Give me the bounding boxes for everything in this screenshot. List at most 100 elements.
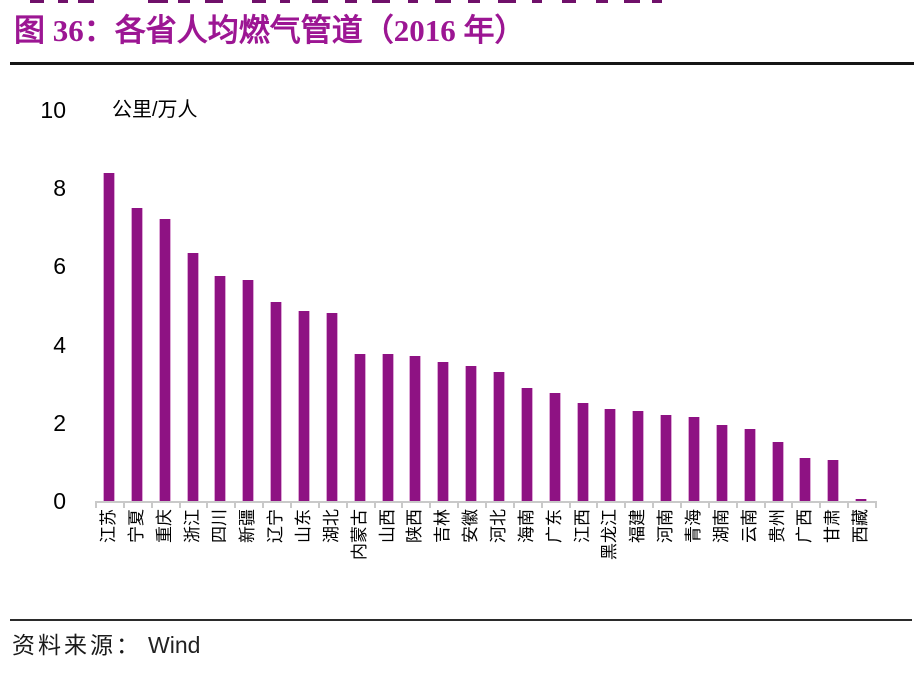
x-axis-label-text: 黑龙江 [600,509,620,560]
bar [827,460,840,501]
x-axis-label-text: 湖北 [321,509,341,543]
cropped-text-fragment [498,0,516,3]
y-axis-unit-label: 公里/万人 [112,99,198,121]
x-axis-label-text: 贵州 [767,509,787,543]
x-axis-tick [318,501,320,508]
x-axis-label-text: 重庆 [154,509,174,543]
bar [158,219,171,501]
x-axis-tick [374,501,376,508]
bar [520,388,533,501]
x-axis-tick [401,501,403,508]
x-axis-tick [569,501,571,508]
x-axis-tick [457,501,459,508]
cropped-text-fragment [312,0,328,3]
source-line: 资料来源： Wind [12,628,200,663]
x-axis-label-text: 吉林 [433,509,453,543]
cropped-text-fragment [468,0,480,3]
bar [492,372,505,501]
cropped-text-fragment [178,0,190,3]
bar [270,302,283,501]
footer-divider [10,619,912,621]
x-axis-tick [262,501,264,508]
x-axis-tick [206,501,208,508]
x-axis-tick [95,501,97,508]
bar [660,415,673,501]
x-axis-label-text: 安徽 [461,509,481,543]
bar [102,173,115,501]
x-axis-tick [875,501,877,508]
x-axis-tick [123,501,125,508]
bar [687,417,700,501]
x-axis-label-text: 四川 [210,509,230,543]
x-axis-label-text: 江西 [572,509,592,543]
x-axis-label-text: 海南 [516,509,536,543]
cropped-text-fragment [205,0,223,3]
x-axis-tick [652,501,654,508]
x-axis-label-text: 河北 [488,509,508,543]
x-axis-tick [429,501,431,508]
x-axis-tick [179,501,181,508]
cropped-text-fragment [532,0,542,3]
bar [353,354,366,501]
cropped-text-fragment [30,0,44,3]
bar [214,276,227,501]
source-value: Wind [148,632,201,658]
x-axis-label-text: 广西 [795,509,815,543]
y-axis-tick-label: 6 [53,253,66,280]
x-axis-label-text: 西藏 [851,509,871,543]
x-axis-label-text: 青海 [683,509,703,543]
cropped-text-fragment [252,0,266,3]
x-axis-tick [596,501,598,508]
cropped-text-fragment [562,0,576,3]
bar [855,499,868,501]
x-axis-label-text: 福建 [628,509,648,543]
bar [437,362,450,501]
x-axis-tick [847,501,849,508]
bar [465,366,478,501]
x-axis-label-text: 内蒙古 [349,509,369,560]
x-axis-label-text: 新疆 [238,509,258,543]
y-axis-tick-label: 10 [40,97,66,123]
bar [743,429,756,501]
x-axis-tick [764,501,766,508]
x-axis-label-text: 甘肃 [823,509,843,543]
bar [186,253,199,501]
x-axis-tick [485,501,487,508]
x-axis-tick [234,501,236,508]
cropped-text-fragment [372,0,390,3]
y-axis-tick-label: 2 [53,409,66,436]
figure-title: 图 36：各省人均燃气管道（2016 年） [14,13,526,48]
y-axis-tick-label: 0 [53,488,66,514]
bar [325,313,338,501]
cropped-text-fragment [596,0,608,3]
x-axis-label-text: 广东 [544,509,564,543]
x-axis-label-text: 河南 [656,509,676,543]
cropped-text-fragment [408,0,418,3]
bar [381,354,394,501]
x-axis-tick [290,501,292,508]
x-axis-tick [513,501,515,508]
cropped-text-fragment [624,0,640,3]
x-axis-tick [541,501,543,508]
x-axis-tick [708,501,710,508]
bar [632,411,645,501]
x-axis-tick [151,501,153,508]
cropped-text-fragment [345,0,357,3]
x-axis-label-text: 云南 [739,509,759,543]
y-axis-tick-label: 8 [53,175,66,202]
y-axis-tick-label: 4 [53,331,66,358]
cropped-text-fragment [58,0,68,3]
bar [771,442,784,501]
x-axis-tick [624,501,626,508]
bar [604,409,617,501]
source-label: 资料来源： [12,633,142,658]
x-axis-label-text: 江苏 [98,509,118,543]
x-axis-label-text: 山东 [293,509,313,543]
bar [130,208,143,501]
x-axis-label-text: 浙江 [182,509,202,543]
bar [799,458,812,501]
bar [576,403,589,501]
x-axis-label-text: 陕西 [405,509,425,543]
cropped-text-fragment [435,0,451,3]
title-divider [10,62,914,65]
